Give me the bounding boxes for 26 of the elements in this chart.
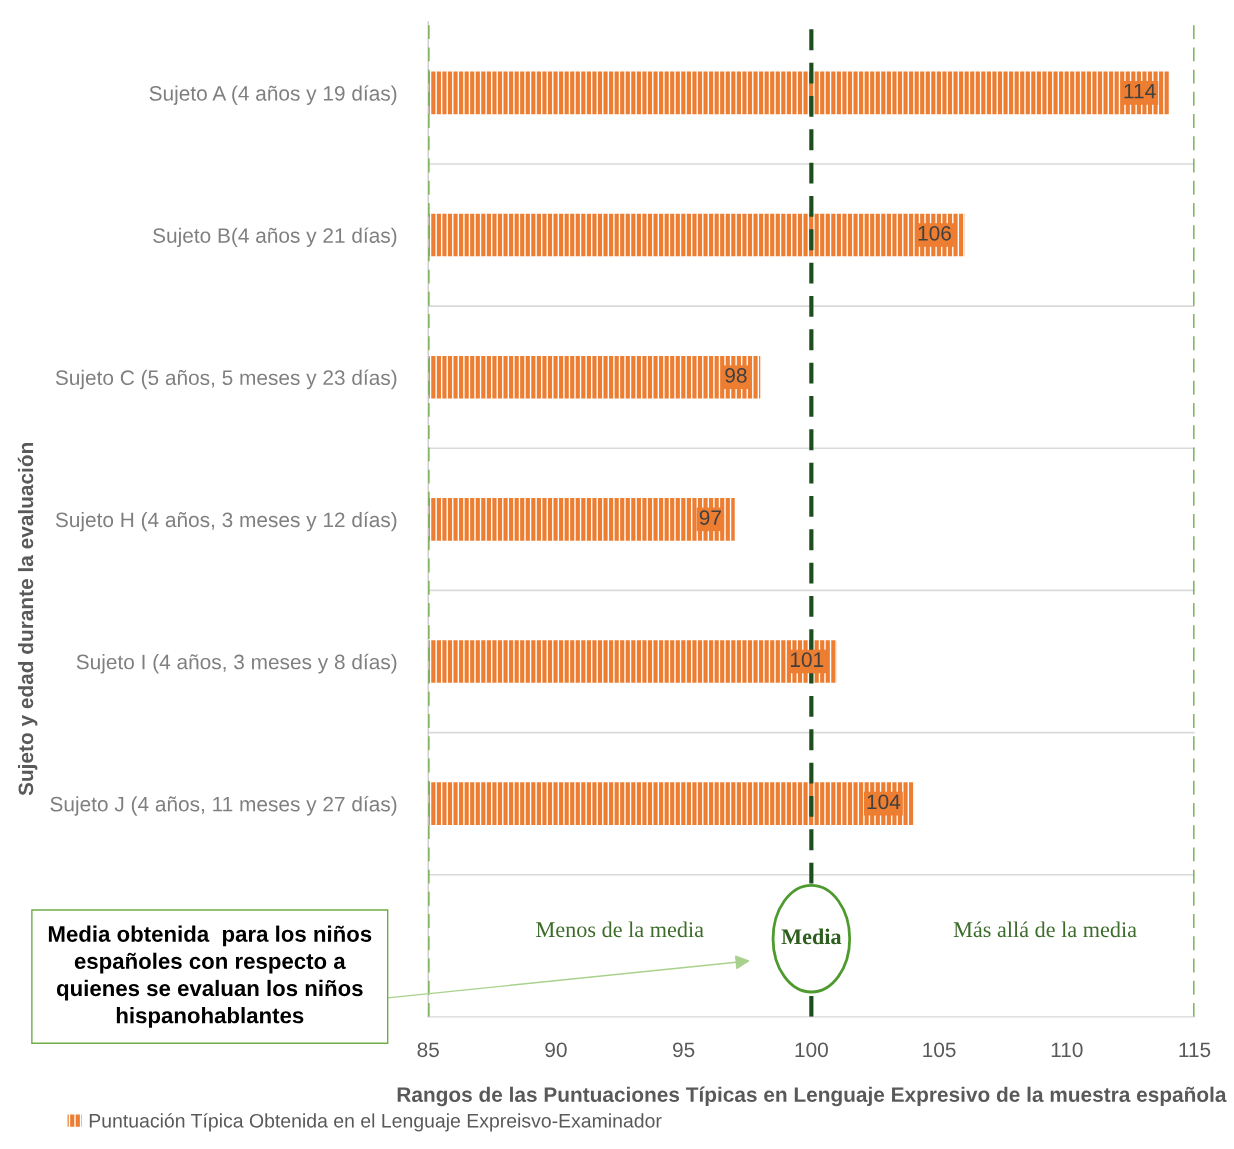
legend-label: Puntuación Típica Obtenida en el Lenguaje Expreisvo-Examinador [89,1113,662,1132]
x-axis-title: Rangos de las Puntuaciones Típicas en Lenguaje Expresivo de la muestra española [397,1086,1227,1107]
x-tick-label: 95 [673,1042,695,1058]
y-tick-label: Sujeto A (4 años y 19 días) [149,85,397,105]
x-tick-label: 110 [1051,1042,1083,1058]
y-tick-label: Sujeto C (5 años, 5 meses y 23 días) [55,369,397,390]
x-tick-label: 100 [795,1042,828,1058]
annotation: Más allá de la media [953,921,1137,938]
data-label: 97 [699,510,721,525]
x-tick-label: 115 [1179,1042,1211,1058]
y-axis-title: Sujeto y edad durante la evaluación [17,442,38,796]
y-tick-label: Sujeto J (4 años, 11 meses y 27 días) [50,795,397,816]
text: Media obtenida para los niños españoles con respecto a quienes se evaluan los niños hispanohablantes [48,925,372,1028]
y-tick-label: Sujeto B(4 años y 21 días) [153,227,397,248]
data-label: 106 [918,225,951,241]
x-tick-label: 105 [923,1042,956,1058]
data-label: 114 [1124,83,1156,99]
annotation: Menos de la media [536,921,704,938]
data-label: 101 [790,652,824,668]
data-label: 98 [725,368,747,383]
data-label: 104 [867,794,901,810]
y-tick-label: Sujeto H (4 años, 3 meses y 12 días) [55,511,397,532]
ref-line-label: Media [781,928,842,945]
x-tick-label: 85 [417,1042,439,1058]
y-tick-label: Sujeto I (4 años, 3 meses y 8 días) [76,653,397,674]
x-tick-label: 90 [545,1042,567,1058]
